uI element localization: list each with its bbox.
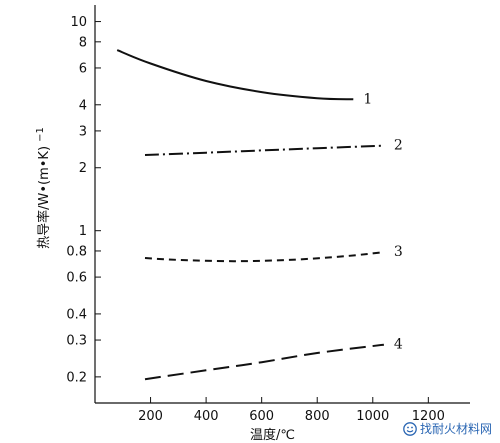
series-line-4 [144, 343, 385, 381]
x-tick-label: 1000 [356, 409, 389, 424]
watermark: 找耐火材料网 [403, 420, 492, 437]
y-tick-label: 0.4 [66, 307, 87, 322]
series-line-3 [144, 251, 385, 263]
y-tick-label: 3 [79, 124, 87, 139]
y-tick-label: 6 [79, 61, 87, 76]
y-axis-label: 热导率/W•(m•K) −1 [35, 127, 53, 249]
y-tick-label: 0.3 [66, 334, 87, 349]
y-tick-label: 0.8 [66, 244, 87, 259]
x-ticks: 200 400 600 800 1000 1200 [138, 397, 445, 424]
series-label-3: 3 [394, 244, 403, 260]
series-label-2: 2 [394, 138, 403, 154]
wechat-icon [403, 421, 417, 436]
y-tick-label: 8 [79, 35, 87, 50]
x-tick-label: 200 [138, 409, 163, 424]
x-tick-label: 1200 [412, 409, 445, 424]
y-tick-label: 4 [79, 98, 87, 113]
y-tick-label: 2 [79, 161, 87, 176]
x-axis-label: 温度/℃ [250, 427, 295, 443]
axes [94, 5, 470, 404]
series-line-1 [116, 49, 354, 101]
series-lines: 1 2 3 4 [116, 49, 403, 381]
y-tick-label: 10 [70, 15, 87, 30]
x-tick-label: 800 [305, 409, 330, 424]
y-tick-label: 1 [79, 224, 87, 239]
y-ticks: 0.2 0.3 0.4 0.6 0.8 1 2 3 4 6 8 10 [66, 15, 101, 385]
series-label-4: 4 [394, 337, 403, 353]
y-tick-label: 0.2 [66, 370, 87, 385]
y-axis-label-text: 热导率/W•(m•K) [36, 146, 52, 249]
y-axis-label-exponent: −1 [35, 127, 46, 142]
watermark-text: 找耐火材料网 [419, 422, 492, 436]
series-label-1: 1 [363, 91, 372, 107]
y-tick-label: 0.6 [66, 271, 87, 286]
x-tick-label: 600 [249, 409, 274, 424]
series-line-2 [144, 144, 384, 156]
x-tick-label: 400 [194, 409, 219, 424]
